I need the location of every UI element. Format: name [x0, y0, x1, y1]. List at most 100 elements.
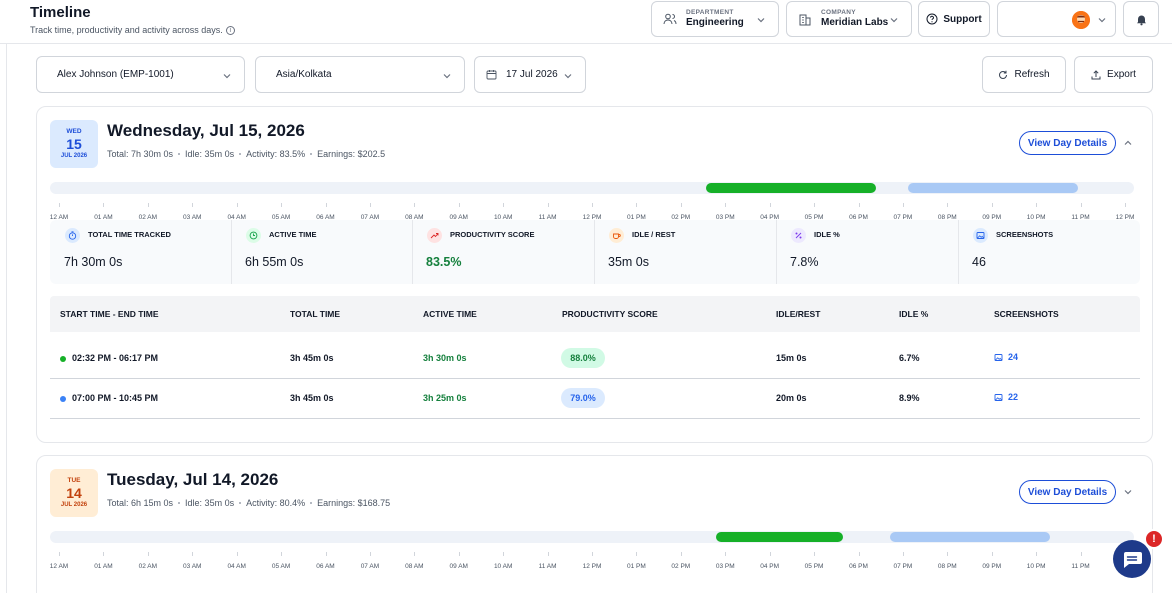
user-menu-button[interactable] — [997, 1, 1116, 37]
hour-label: 09 AM — [449, 563, 468, 570]
hour-label: 03 PM — [715, 214, 735, 221]
table-header: START TIME - END TIME TOTAL TIME ACTIVE … — [50, 296, 1140, 332]
session-total: 3h 45m 0s — [290, 353, 334, 363]
upload-icon — [1091, 69, 1101, 79]
chevron-up-icon[interactable] — [1123, 138, 1133, 148]
status-dot — [60, 356, 66, 362]
hour-label: 07 AM — [360, 214, 380, 221]
hour-tick — [103, 552, 105, 556]
date-picker[interactable]: 17 Jul 2026 — [474, 56, 586, 93]
date-badge: TUE 14 JUL 2026 — [50, 469, 98, 517]
hour-label: 12 AM — [49, 214, 69, 221]
view-day-details-button[interactable]: View Day Details — [1019, 480, 1116, 504]
stat-label: PRODUCTIVITY SCORE — [450, 230, 535, 239]
chat-icon — [1124, 552, 1142, 568]
support-button[interactable]: Support — [918, 1, 990, 37]
hour-label: 06 PM — [849, 563, 868, 570]
stat-value: 35m 0s — [608, 255, 649, 269]
day-card: TUE 14 JUL 2026 Tuesday, Jul 14, 2026 To… — [36, 455, 1153, 593]
column-header: SCREENSHOTS — [994, 309, 1059, 319]
session-bar[interactable] — [716, 532, 843, 542]
notifications-button[interactable] — [1123, 1, 1159, 37]
view-day-details-button[interactable]: View Day Details — [1019, 131, 1116, 155]
session-range: 07:00 PM - 10:45 PM — [72, 393, 159, 403]
hour-label: 11 AM — [538, 214, 557, 221]
session-idle-pct: 8.9% — [899, 393, 920, 403]
session-bar[interactable] — [908, 183, 1078, 193]
hour-tick — [59, 552, 60, 556]
timeline-track — [50, 182, 1134, 194]
department-selector[interactable]: DEPARTMENT Engineering — [651, 1, 779, 37]
stat-value: 7h 30m 0s — [64, 255, 123, 269]
hour-tick — [1036, 552, 1038, 556]
hour-tick — [814, 203, 816, 207]
export-button[interactable]: Export — [1074, 56, 1153, 93]
timezone-select[interactable]: Asia/Kolkata — [255, 56, 465, 93]
hour-label: 06 PM — [849, 214, 868, 221]
help-icon — [926, 13, 938, 25]
screenshots-link[interactable]: 24 — [994, 352, 1018, 362]
day-idle: Idle: 35m 0s — [185, 149, 235, 159]
column-header: ACTIVE TIME — [423, 309, 477, 319]
coffee-icon — [609, 228, 624, 243]
hour-label: 04 AM — [227, 563, 246, 570]
hour-label: 02 AM — [138, 214, 158, 221]
info-icon[interactable]: i — [225, 25, 235, 35]
refresh-button[interactable]: Refresh — [982, 56, 1066, 93]
hour-label: 05 AM — [271, 214, 291, 221]
hour-tick — [991, 552, 993, 556]
timezone-select-value: Asia/Kolkata — [276, 69, 332, 80]
hour-tick — [547, 552, 549, 556]
hour-label: 08 PM — [937, 214, 957, 221]
top-bar: Timeline Track time, productivity and ac… — [0, 0, 1172, 44]
hour-tick — [369, 203, 371, 207]
screenshots-link[interactable]: 22 — [994, 392, 1018, 402]
timeline-track — [50, 531, 1134, 543]
chat-button[interactable] — [1113, 540, 1151, 578]
table-row[interactable]: 02:32 PM - 06:17 PM 3h 45m 0s 3h 30m 0s … — [50, 339, 1140, 379]
day-earnings: Earnings: $202.5 — [317, 149, 386, 159]
hour-label: 11 AM — [538, 563, 557, 570]
hour-tick — [725, 203, 727, 207]
image-icon — [994, 353, 1003, 361]
day-card: WED 15 JUL 2026 Wednesday, Jul 15, 2026 … — [36, 106, 1153, 443]
hour-label: 12 PM — [1115, 214, 1135, 221]
chevron-down-icon[interactable] — [1123, 487, 1133, 497]
day-title: Wednesday, Jul 15, 2026 — [107, 121, 305, 140]
company-label: COMPANY — [821, 8, 856, 16]
hour-label: 01 PM — [627, 563, 646, 570]
session-bar[interactable] — [706, 183, 876, 193]
hour-tick — [1036, 203, 1038, 207]
hour-label: 04 AM — [227, 214, 246, 221]
company-value: Meridian Labs — [821, 16, 889, 28]
hour-tick — [281, 552, 283, 556]
hour-label: 10 PM — [1026, 563, 1046, 570]
bell-icon — [1136, 15, 1146, 25]
hour-tick — [769, 552, 771, 556]
hour-label: 10 AM — [493, 563, 513, 570]
day-title: Tuesday, Jul 14, 2026 — [107, 470, 279, 489]
day-total: Total: 6h 15m 0s — [107, 498, 174, 508]
refresh-label: Refresh — [1014, 69, 1050, 80]
hour-label: 12 AM — [49, 563, 69, 570]
avatar — [1072, 11, 1090, 29]
export-label: Export — [1107, 69, 1136, 80]
badge-month: JUL 2026 — [60, 152, 88, 159]
hour-tick — [902, 203, 904, 207]
company-selector[interactable]: COMPANY Meridian Labs — [786, 1, 912, 37]
table-row[interactable]: 07:00 PM - 10:45 PM 3h 45m 0s 3h 25m 0s … — [50, 379, 1140, 419]
clock-icon — [246, 228, 261, 243]
hour-label: 10 AM — [493, 214, 513, 221]
column-header: START TIME - END TIME — [60, 309, 159, 319]
stat-total-time: TOTAL TIME TRACKED 7h 30m 0s — [50, 220, 231, 284]
stat-label: IDLE / REST — [632, 230, 676, 239]
session-bar[interactable] — [890, 532, 1051, 542]
day-summary: Total: 6h 15m 0s Idle: 35m 0s Activity: … — [107, 498, 390, 508]
hour-tick — [1080, 203, 1082, 207]
refresh-icon — [999, 70, 1008, 79]
page-subtitle-text: Track time, productivity and activity ac… — [30, 25, 223, 35]
productivity-pill: 79.0% — [561, 388, 605, 408]
hour-tick — [458, 203, 460, 207]
employee-select[interactable]: Alex Johnson (EMP-1001) — [36, 56, 245, 93]
hour-label: 04 PM — [760, 214, 780, 221]
